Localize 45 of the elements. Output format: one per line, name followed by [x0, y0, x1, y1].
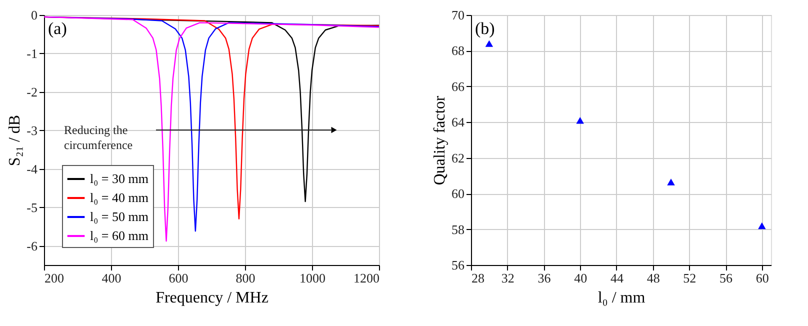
x-tick-label: 52	[683, 270, 696, 286]
y-tick-label: 64	[452, 114, 465, 130]
y-tick-label: -6	[26, 238, 38, 254]
legend-label: l₀ = 30 mm	[90, 171, 148, 186]
legend-label: l₀ = 60 mm	[90, 228, 148, 243]
y-tick-label: 56	[452, 258, 465, 272]
y-tick-label: 66	[452, 78, 465, 94]
y-tick-label: 68	[452, 43, 464, 58]
x-axis-title: Frequency / MHz	[156, 290, 268, 306]
x-tick-label: 60	[756, 270, 769, 286]
legend-label: l₀ = 40 mm	[90, 190, 148, 205]
chart-title: (a)	[48, 19, 67, 38]
y-tick-label: 62	[452, 150, 464, 166]
y-tick-label: -4	[26, 161, 38, 176]
y-tick-label: -1	[26, 46, 38, 61]
x-tick-label: 36	[538, 270, 552, 286]
x-tick-label: 800	[236, 270, 256, 286]
x-tick-label: 1000	[300, 270, 326, 286]
x-tick-label: 28	[472, 270, 484, 286]
point	[576, 117, 584, 124]
x-tick-label: 1200	[354, 270, 380, 286]
y-tick-label: -2	[26, 84, 38, 100]
y-tick-label: -5	[26, 200, 38, 215]
x-tick-label: 32	[501, 270, 514, 286]
y-axis-title: Quality factor	[432, 95, 448, 186]
annotation: Reducing the circumference	[64, 123, 133, 152]
y-axis-title: S₂₁ / dB	[6, 114, 24, 166]
x-axis-title: l₀ / mm	[598, 290, 646, 306]
x-tick-label: 56	[720, 270, 734, 286]
x-tick-label: 200	[44, 270, 64, 286]
point	[758, 222, 766, 230]
x-tick-label: 44	[610, 270, 624, 286]
x-tick-label: 600	[168, 270, 188, 286]
y-tick-label: 70	[452, 8, 464, 22]
y-tick-label: -3	[26, 122, 38, 138]
y-tick-label: 58	[452, 222, 464, 237]
point	[485, 40, 494, 47]
legend-label: l₀ = 50 mm	[90, 209, 148, 224]
chart-title: (b)	[475, 19, 495, 38]
x-tick-label: 48	[646, 270, 660, 286]
y-tick-label: 0	[31, 8, 38, 22]
x-tick-label: 400	[102, 270, 122, 286]
x-tick-label: 40	[574, 270, 588, 286]
y-tick-label: 60	[452, 186, 464, 202]
point	[667, 178, 675, 186]
